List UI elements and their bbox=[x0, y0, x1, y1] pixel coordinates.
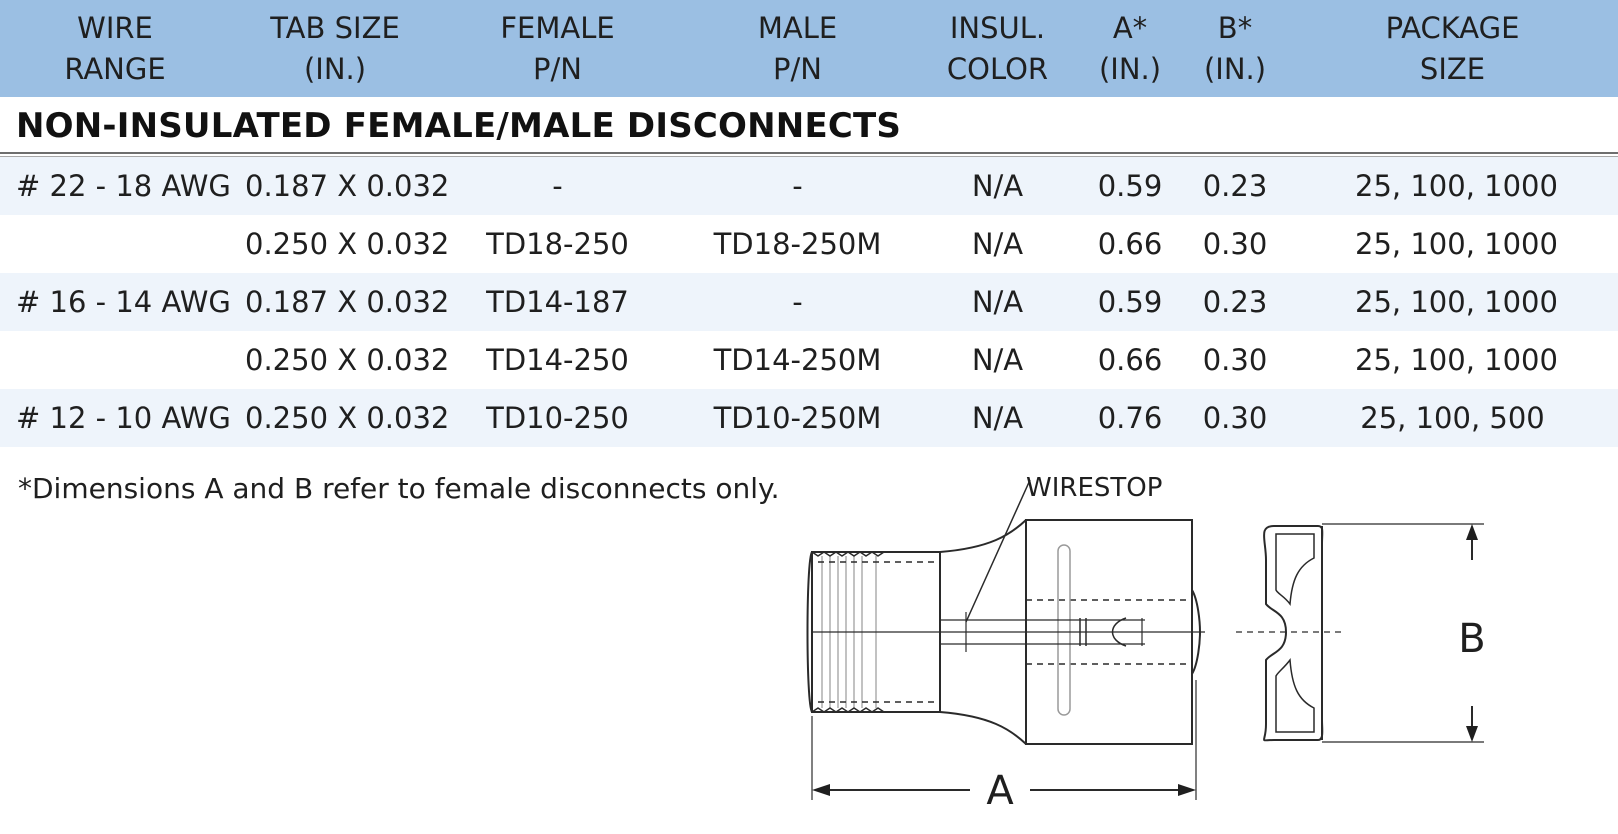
table-header: WIRE RANGE TAB SIZE (IN.) FEMALE P/N MALE P/… bbox=[0, 0, 1618, 97]
cell-male-pn: TD14-250M bbox=[713, 343, 882, 377]
cell-tab-size: 0.250 X 0.032 bbox=[245, 227, 450, 261]
section-title: NON-INSULATED FEMALE/MALE DISCONNECTS bbox=[16, 106, 902, 146]
dim-arrows bbox=[812, 524, 1478, 796]
barrel-dashes bbox=[818, 561, 940, 703]
cell-female-pn: TD10-250 bbox=[486, 401, 629, 435]
cell-a: 0.76 bbox=[1097, 401, 1163, 435]
cell-package-size: 25, 100, 1000 bbox=[1355, 343, 1558, 377]
footnote: *Dimensions A and B refer to female disc… bbox=[18, 472, 780, 505]
cell-male-pn: - bbox=[792, 285, 803, 319]
dim-a-label: A bbox=[986, 768, 1014, 814]
cell-male-pn: TD10-250M bbox=[713, 401, 882, 435]
cell-female-pn: TD14-187 bbox=[486, 285, 629, 319]
header-tab-size: TAB SIZE (IN.) bbox=[270, 11, 400, 86]
cell-package-size: 25, 100, 500 bbox=[1360, 401, 1545, 435]
header-a: A* (IN.) bbox=[1098, 11, 1162, 86]
cell-tab-size: 0.250 X 0.032 bbox=[245, 401, 450, 435]
cell-a: 0.59 bbox=[1097, 169, 1163, 203]
transition-bottom bbox=[939, 711, 1027, 745]
cell-a: 0.59 bbox=[1097, 285, 1163, 319]
cell-female-pn: - bbox=[552, 169, 563, 203]
cell-b: 0.30 bbox=[1202, 227, 1268, 261]
wirestop-label: WIRESTOP bbox=[1026, 473, 1162, 503]
cell-wire-range: # 12 - 10 AWG bbox=[16, 401, 231, 435]
cell-insul-color: N/A bbox=[971, 401, 1024, 435]
header-package-size: PACKAGE SIZE bbox=[1385, 11, 1520, 86]
cell-package-size: 25, 100, 1000 bbox=[1355, 285, 1558, 319]
table-row: 0.250 X 0.032 TD14-250 TD14-250M N/A 0.6… bbox=[0, 331, 1618, 389]
cell-package-size: 25, 100, 1000 bbox=[1355, 169, 1558, 203]
dim-b-label: B bbox=[1458, 616, 1485, 662]
barrel-serration-bottom bbox=[811, 707, 885, 713]
barrel-ridges bbox=[806, 551, 813, 713]
cell-b: 0.23 bbox=[1202, 285, 1268, 319]
cell-b: 0.30 bbox=[1202, 343, 1268, 377]
header-insul-color: INSUL. COLOR bbox=[946, 11, 1049, 86]
wirestop-leader bbox=[965, 479, 1031, 623]
cell-b: 0.30 bbox=[1202, 401, 1268, 435]
cell-tab-size: 0.250 X 0.032 bbox=[245, 343, 450, 377]
receptacle-slot bbox=[1057, 544, 1071, 716]
table-row: # 22 - 18 AWG 0.187 X 0.032 - - N/A 0.59… bbox=[0, 157, 1618, 215]
cell-a: 0.66 bbox=[1097, 343, 1163, 377]
cell-insul-color: N/A bbox=[971, 169, 1024, 203]
barrel-serration-top bbox=[811, 551, 885, 557]
header-wire-range: WIRE RANGE bbox=[64, 11, 166, 86]
cell-insul-color: N/A bbox=[971, 285, 1024, 319]
cell-tab-size: 0.187 X 0.032 bbox=[245, 285, 450, 319]
receptacle-nose bbox=[1191, 520, 1202, 744]
cell-male-pn: - bbox=[792, 169, 803, 203]
cell-female-pn: TD14-250 bbox=[486, 343, 629, 377]
cell-insul-color: N/A bbox=[971, 227, 1024, 261]
end-view-inner bbox=[1275, 533, 1315, 607]
cell-wire-range: # 16 - 14 AWG bbox=[16, 285, 231, 319]
header-b: B* (IN.) bbox=[1203, 11, 1267, 86]
table-row: # 12 - 10 AWG 0.250 X 0.032 TD10-250 TD1… bbox=[0, 389, 1618, 447]
cell-female-pn: TD18-250 bbox=[486, 227, 629, 261]
cell-male-pn: TD18-250M bbox=[713, 227, 882, 261]
transition-top bbox=[939, 519, 1027, 553]
cell-wire-range: # 22 - 18 AWG bbox=[16, 169, 231, 203]
cell-b: 0.23 bbox=[1202, 169, 1268, 203]
section-divider-thin bbox=[0, 156, 1618, 157]
cell-package-size: 25, 100, 1000 bbox=[1355, 227, 1558, 261]
section-divider bbox=[0, 152, 1618, 154]
cell-insul-color: N/A bbox=[971, 343, 1024, 377]
header-male-pn: MALE P/N bbox=[757, 11, 838, 86]
table-row: 0.250 X 0.032 TD18-250 TD18-250M N/A 0.6… bbox=[0, 215, 1618, 273]
cell-tab-size: 0.187 X 0.032 bbox=[245, 169, 450, 203]
cell-a: 0.66 bbox=[1097, 227, 1163, 261]
header-female-pn: FEMALE P/N bbox=[500, 11, 615, 86]
receptacle-dashes bbox=[1026, 599, 1192, 665]
table-row: # 16 - 14 AWG 0.187 X 0.032 TD14-187 - N… bbox=[0, 273, 1618, 331]
